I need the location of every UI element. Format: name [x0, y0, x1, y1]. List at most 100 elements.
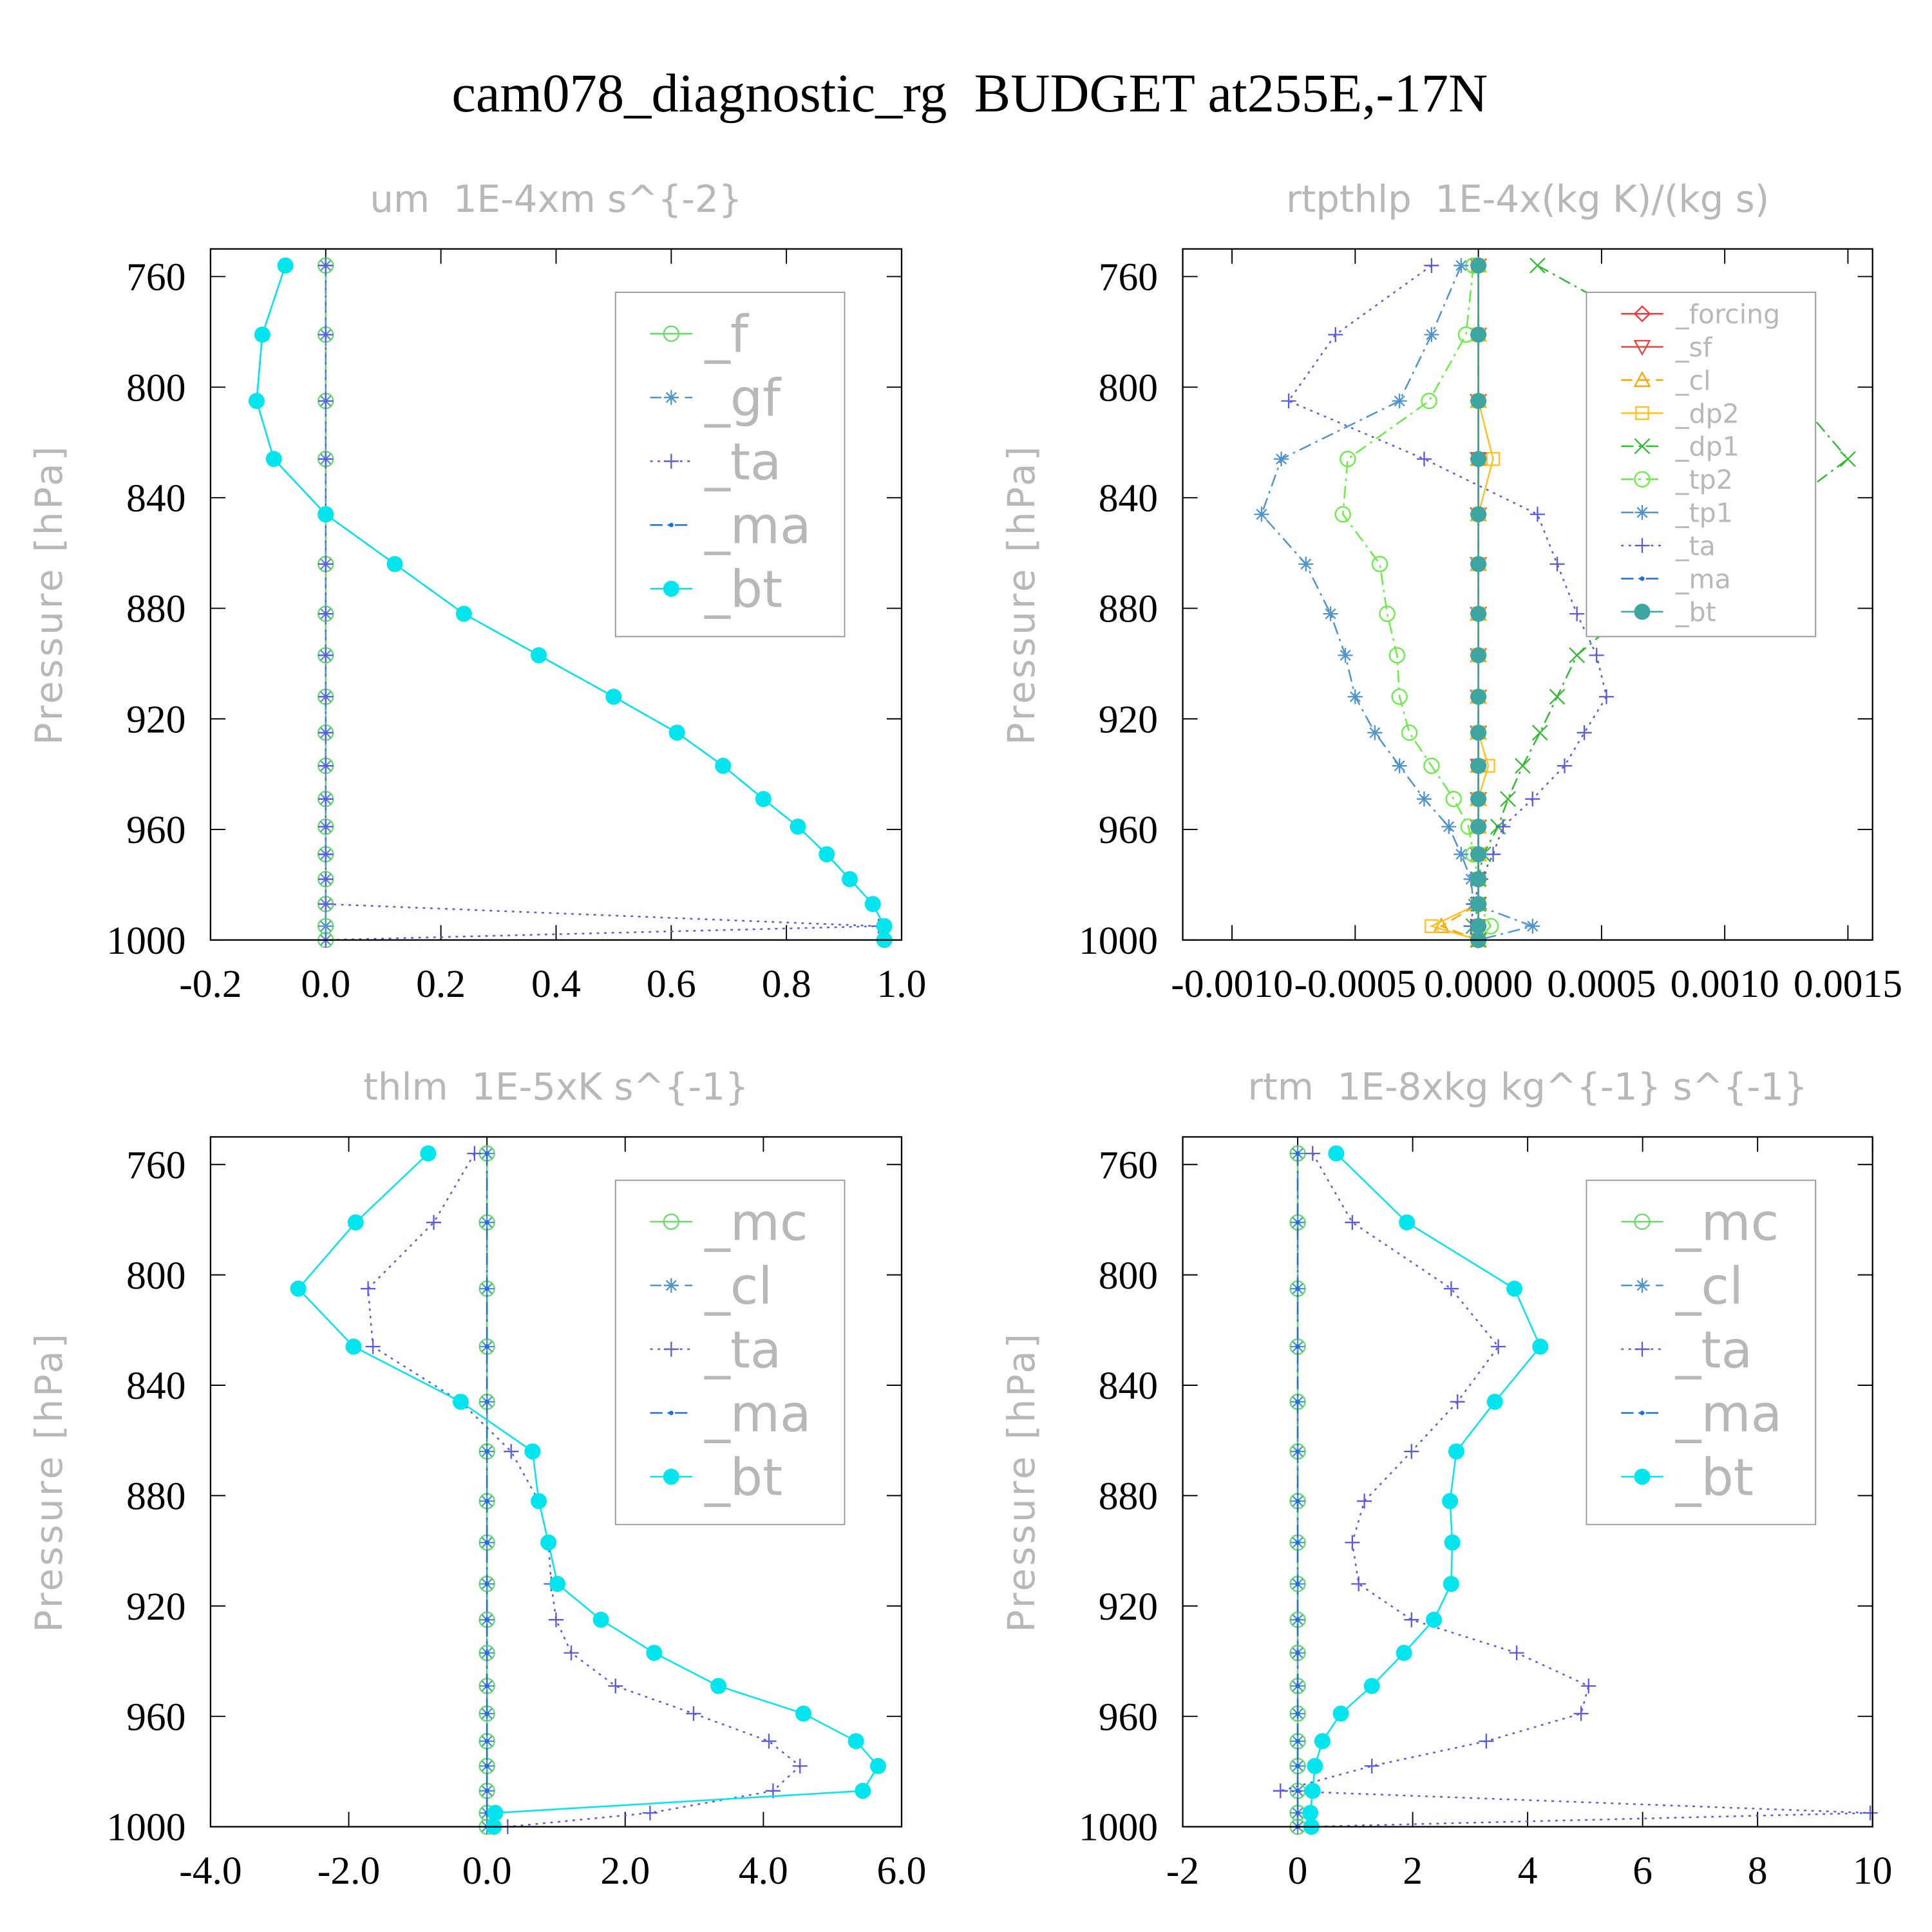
- marker: [1295, 1399, 1300, 1405]
- marker: [1305, 1146, 1320, 1161]
- marker: [484, 1739, 489, 1744]
- legend-label: _dp2: [1675, 398, 1739, 429]
- y-tick-label: 760: [126, 256, 185, 299]
- x-tick-label: 6: [1633, 1849, 1653, 1893]
- legend-label: _cl: [1675, 365, 1711, 396]
- marker: [864, 896, 881, 913]
- marker: [1295, 1151, 1300, 1156]
- marker: [848, 1733, 864, 1750]
- x-tick-label: 2: [1403, 1849, 1423, 1893]
- y-tick-label: 960: [126, 1695, 185, 1739]
- marker: [1302, 1804, 1319, 1821]
- marker: [484, 1399, 489, 1405]
- marker: [1454, 847, 1469, 862]
- marker: [1295, 1651, 1300, 1656]
- y-tick-label: 960: [1099, 808, 1158, 852]
- marker: [1515, 757, 1531, 774]
- marker: [365, 1339, 381, 1354]
- x-tick-label: -4.0: [179, 1849, 242, 1893]
- marker: [1549, 556, 1565, 572]
- marker: [318, 819, 334, 835]
- marker: [1295, 1449, 1300, 1454]
- marker: [1254, 507, 1269, 522]
- y-axis-label: Pressure [hPa]: [999, 444, 1043, 745]
- marker: [484, 1617, 489, 1622]
- x-tick-label: 0.8: [762, 962, 811, 1006]
- marker: [1441, 819, 1457, 835]
- legend-label: _tp1: [1675, 497, 1733, 528]
- marker: [1445, 791, 1463, 808]
- marker: [795, 1705, 812, 1722]
- y-tick-label: 920: [1099, 1585, 1158, 1629]
- marker: [345, 1338, 362, 1355]
- marker: [1470, 871, 1487, 887]
- marker: [855, 1783, 871, 1799]
- marker: [484, 1151, 489, 1156]
- x-tick-label: 0.0005: [1547, 962, 1656, 1006]
- marker: [455, 605, 472, 622]
- x-tick-label: 0.2: [416, 962, 466, 1006]
- y-tick-label: 1000: [1079, 919, 1158, 963]
- series-line: [1280, 1153, 1871, 1828]
- legend-label: _cl: [704, 1256, 772, 1316]
- legend-label: _ma: [704, 1384, 811, 1444]
- marker: [386, 556, 403, 573]
- marker: [1470, 451, 1487, 468]
- marker: [1345, 1215, 1360, 1230]
- panel-title: um 1E-4xm s^{-2}: [370, 177, 742, 221]
- marker: [1404, 1612, 1419, 1627]
- y-tick-label: 880: [126, 1475, 185, 1519]
- marker: [1491, 1339, 1506, 1354]
- marker: [1391, 688, 1408, 705]
- legend-label: _ta: [1675, 531, 1716, 562]
- legend-label: _bt: [704, 1448, 782, 1508]
- marker: [1549, 688, 1566, 705]
- marker: [1444, 1534, 1461, 1551]
- marker: [540, 1534, 557, 1551]
- marker: [1295, 1788, 1300, 1794]
- marker: [1599, 689, 1615, 705]
- legend-label: _ma: [1675, 1384, 1782, 1444]
- marker: [484, 1344, 489, 1349]
- marker: [1281, 393, 1296, 409]
- marker: [487, 1804, 504, 1821]
- y-tick-label: 920: [126, 1585, 185, 1629]
- x-tick-label: 0.0: [462, 1849, 512, 1893]
- marker: [504, 1444, 519, 1459]
- legend-marker: [668, 1410, 674, 1416]
- y-tick-label: 880: [1099, 1475, 1158, 1519]
- marker: [642, 1805, 658, 1821]
- marker: [1295, 1220, 1300, 1225]
- marker: [318, 451, 334, 467]
- marker: [1479, 1734, 1494, 1749]
- marker: [484, 1286, 489, 1291]
- plot-frame: [1182, 248, 1873, 941]
- marker: [549, 1575, 566, 1592]
- y-tick-label: 840: [126, 477, 185, 520]
- marker: [1396, 1645, 1412, 1662]
- marker: [1486, 847, 1501, 862]
- marker: [1573, 1706, 1589, 1721]
- marker: [1298, 556, 1314, 572]
- marker: [592, 1611, 609, 1628]
- marker: [1840, 451, 1856, 468]
- marker: [1531, 724, 1548, 741]
- marker: [1295, 1499, 1300, 1504]
- legend-marker: [1634, 538, 1650, 553]
- x-tick-label: 0.0010: [1671, 962, 1779, 1006]
- marker: [1379, 605, 1396, 622]
- marker: [361, 1281, 376, 1296]
- marker: [1345, 1535, 1360, 1550]
- marker: [484, 1499, 489, 1504]
- marker: [1581, 1678, 1596, 1694]
- y-tick-label: 1000: [1079, 1806, 1158, 1850]
- legend-marker: [663, 453, 679, 469]
- legend-marker: [1634, 438, 1651, 455]
- legend-label: _ta: [1675, 1320, 1752, 1380]
- marker: [254, 327, 270, 343]
- x-tick-label: 10: [1853, 1849, 1893, 1893]
- marker: [1424, 327, 1439, 343]
- marker: [761, 1734, 777, 1749]
- marker: [1470, 791, 1487, 808]
- legend-marker: [1634, 1213, 1651, 1230]
